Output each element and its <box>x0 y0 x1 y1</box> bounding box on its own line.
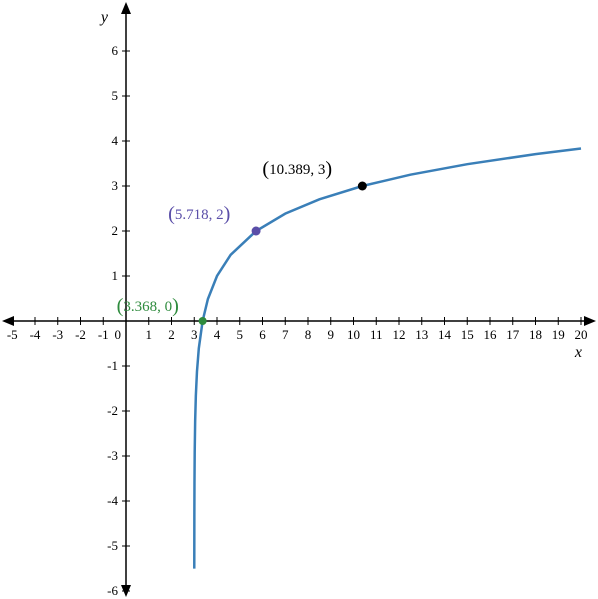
y-tick-label: -2 <box>107 403 118 418</box>
x-tick-label: 8 <box>305 327 312 342</box>
x-tick-label: 3 <box>191 327 198 342</box>
x-tick-label: 7 <box>282 327 289 342</box>
x-tick-label: 13 <box>415 327 428 342</box>
data-point <box>199 317 207 325</box>
x-tick-label: 12 <box>393 327 406 342</box>
y-tick-label: -1 <box>107 358 118 373</box>
data-point-label: (10.389, 3) <box>262 158 332 180</box>
x-tick-label: 10 <box>347 327 360 342</box>
x-tick-label: 9 <box>328 327 335 342</box>
data-point-label: (3.368, 0) <box>117 295 179 317</box>
data-point-label: (5.718, 2) <box>168 203 230 225</box>
y-tick-label: -4 <box>107 493 118 508</box>
x-tick-label: -2 <box>75 327 86 342</box>
y-tick-label: 6 <box>112 43 119 58</box>
x-tick-label: -4 <box>30 327 41 342</box>
x-tick-label: 16 <box>484 327 498 342</box>
x-tick-label: 5 <box>237 327 244 342</box>
y-tick-label: -6 <box>107 583 118 598</box>
x-tick-label: 1 <box>146 327 153 342</box>
x-tick-label: 18 <box>529 327 542 342</box>
y-tick-label: 3 <box>112 178 119 193</box>
data-point <box>358 182 367 191</box>
y-tick-label: -3 <box>107 448 118 463</box>
x-tick-label: 6 <box>259 327 266 342</box>
y-tick-label: -5 <box>107 538 118 553</box>
x-tick-label: 0 <box>115 327 122 342</box>
x-tick-label: 19 <box>552 327 565 342</box>
data-point <box>252 227 261 236</box>
x-tick-label: -5 <box>7 327 18 342</box>
x-tick-label: -1 <box>98 327 109 342</box>
x-axis-label: x <box>574 344 582 361</box>
axes: -5-4-3-2-1012345678910111213141516171819… <box>2 2 596 598</box>
x-tick-label: 4 <box>214 327 221 342</box>
x-tick-label: 14 <box>438 327 452 342</box>
x-tick-label: -3 <box>52 327 63 342</box>
x-tick-label: 17 <box>506 327 520 342</box>
x-tick-label: 15 <box>461 327 474 342</box>
y-tick-label: 1 <box>112 268 119 283</box>
log-curve-chart: -5-4-3-2-1012345678910111213141516171819… <box>0 0 598 599</box>
y-tick-label: 4 <box>112 133 119 148</box>
x-tick-label: 11 <box>370 327 383 342</box>
y-axis-label: y <box>99 9 109 26</box>
x-tick-label: 20 <box>575 327 588 342</box>
y-tick-label: 2 <box>112 223 119 238</box>
y-tick-label: 5 <box>112 88 119 103</box>
log-curve <box>194 149 581 569</box>
x-tick-label: 2 <box>168 327 175 342</box>
